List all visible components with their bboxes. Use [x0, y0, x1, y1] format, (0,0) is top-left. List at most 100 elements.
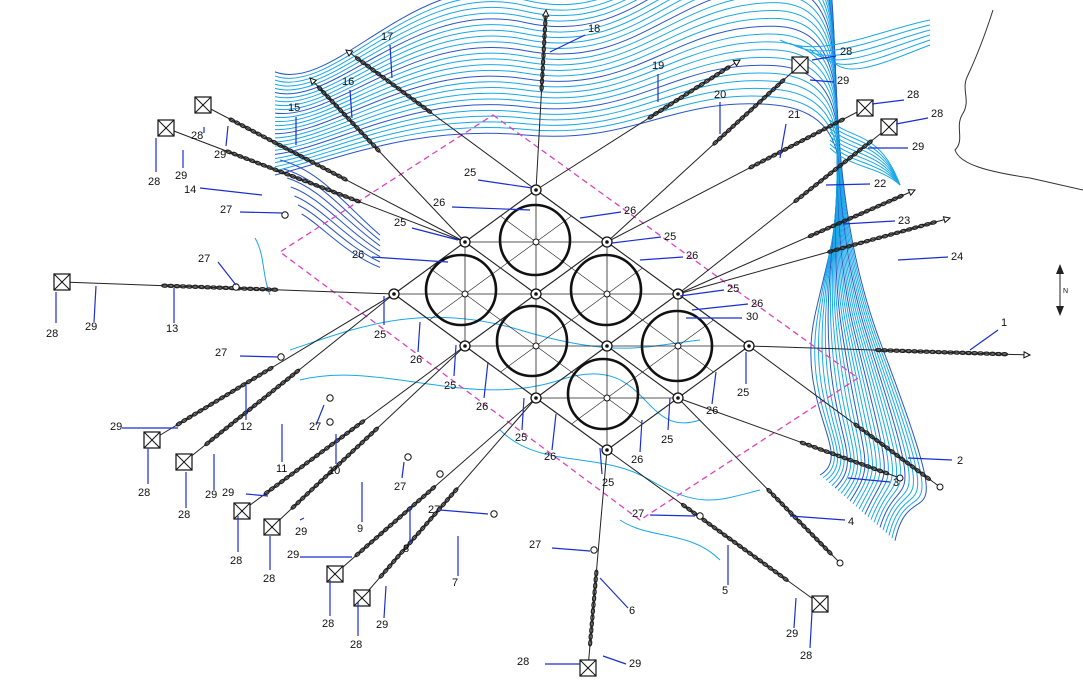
connector-icon-core [747, 344, 751, 348]
mooring-line-label-3: 3 [893, 477, 899, 489]
contour-line [779, 19, 931, 48]
component-label-anchor: 28 [517, 656, 529, 668]
contour-line [274, 2, 877, 510]
component-label-anchor_link: 29 [85, 321, 97, 333]
component-label-anchor_link: 29 [110, 421, 122, 433]
contour-line [274, 56, 852, 492]
leader-line [825, 183, 871, 186]
anchor-icon-cross [791, 56, 809, 74]
leader-line [439, 509, 489, 515]
connector-icon-core [605, 344, 609, 348]
mooring-line-14 [157, 119, 466, 243]
anchor-icon-cross [880, 118, 898, 136]
contour-line [274, 9, 873, 507]
component-label-buoy: 27 [394, 481, 406, 493]
contour-line [289, 316, 701, 351]
chain-link [316, 85, 323, 92]
connector-icon-core [676, 396, 680, 400]
component-label-anchor_link: 29 [205, 489, 217, 501]
bridle-line [571, 293, 608, 321]
mooring-line-label-14: 14 [184, 184, 196, 196]
pile-circles [424, 203, 714, 431]
chain-link [354, 551, 361, 558]
component-label-node: 25 [737, 387, 749, 399]
mooring-line-18 [535, 8, 550, 191]
bridle-line [464, 293, 501, 321]
anchor-icon-cross [856, 99, 874, 117]
connector-icon-core [605, 448, 609, 452]
mooring-line-rope [183, 293, 395, 463]
contour-line [274, 0, 914, 533]
anchor-icon-cross [579, 659, 597, 677]
leader-line [579, 211, 622, 219]
connector-icon-core [463, 344, 467, 348]
component-label-anchor: 28 [931, 108, 943, 120]
component-label-connector: 26 [631, 454, 643, 466]
contour-line [274, 0, 906, 528]
leader-line [811, 55, 837, 61]
connector-icon-core [392, 292, 396, 296]
chain-link [228, 117, 236, 123]
bathymetry-contours [254, 0, 931, 561]
contour-line [290, 186, 381, 252]
mooring-line-rope [677, 217, 951, 295]
component-label-anchor_link: 29 [295, 526, 307, 538]
mooring-line-22 [677, 118, 898, 295]
mooring-line-label-9: 9 [357, 523, 363, 535]
line-end-arrow [541, 8, 550, 17]
leader-line [299, 517, 305, 521]
connector-icon-core [534, 188, 538, 192]
contour-line [274, 41, 859, 497]
mooring-line-label-8: 8 [403, 543, 409, 555]
component-label-connector: 26 [476, 401, 488, 413]
leader-line [453, 344, 457, 377]
leader-line [679, 289, 725, 297]
mooring-line-rope [677, 397, 901, 479]
leader-line [551, 547, 591, 552]
mooring-line-label-10: 10 [328, 465, 340, 477]
bridle-line [642, 345, 679, 373]
buoy-icon [936, 483, 944, 491]
component-label-buoy: 27 [220, 204, 232, 216]
component-label-anchor: 28 [907, 89, 919, 101]
leader-line [809, 79, 835, 83]
leader-line [907, 457, 953, 461]
component-label-anchor: 28 [148, 176, 160, 188]
bridle-line [606, 293, 643, 321]
contour-line [829, 119, 901, 186]
anchor-icon-cross [233, 502, 251, 520]
leader-line [315, 404, 325, 426]
contour-line [294, 195, 381, 258]
component-label-anchor_link: 29 [786, 628, 798, 640]
mooring-line-label-21: 21 [788, 109, 800, 121]
leader-line [711, 371, 717, 405]
mooring-line-7 [353, 397, 537, 607]
mooring-line-4 [677, 397, 844, 567]
anchor-icon-cross [194, 96, 212, 114]
anchor-icon-cross [157, 119, 175, 137]
line-end-arrow [942, 216, 952, 224]
buoy-icon [696, 512, 704, 520]
contour-line [274, 0, 919, 536]
mooring-line-rope [677, 189, 916, 295]
mooring-line-rope [345, 49, 537, 191]
leader-line [871, 99, 905, 105]
contour-line [799, 29, 931, 56]
chain-link [204, 440, 211, 447]
bridle-line [642, 319, 679, 347]
component-label-anchor: 28 [191, 130, 203, 142]
mooring-line-rope [606, 64, 801, 243]
component-label-buoy: 27 [309, 421, 321, 433]
mooring-line-label-18: 18 [588, 23, 600, 35]
contour-line [829, 123, 901, 186]
bridle-line [535, 345, 572, 373]
contour-line [287, 177, 381, 247]
leader-line [389, 44, 393, 79]
component-label-connector: 26 [751, 298, 763, 310]
mooring-line-label-2: 2 [957, 455, 963, 467]
component-label-connector: 26 [410, 354, 422, 366]
connector-icon [603, 290, 611, 298]
connector-icon [461, 290, 469, 298]
component-label-node: 25 [444, 380, 456, 392]
